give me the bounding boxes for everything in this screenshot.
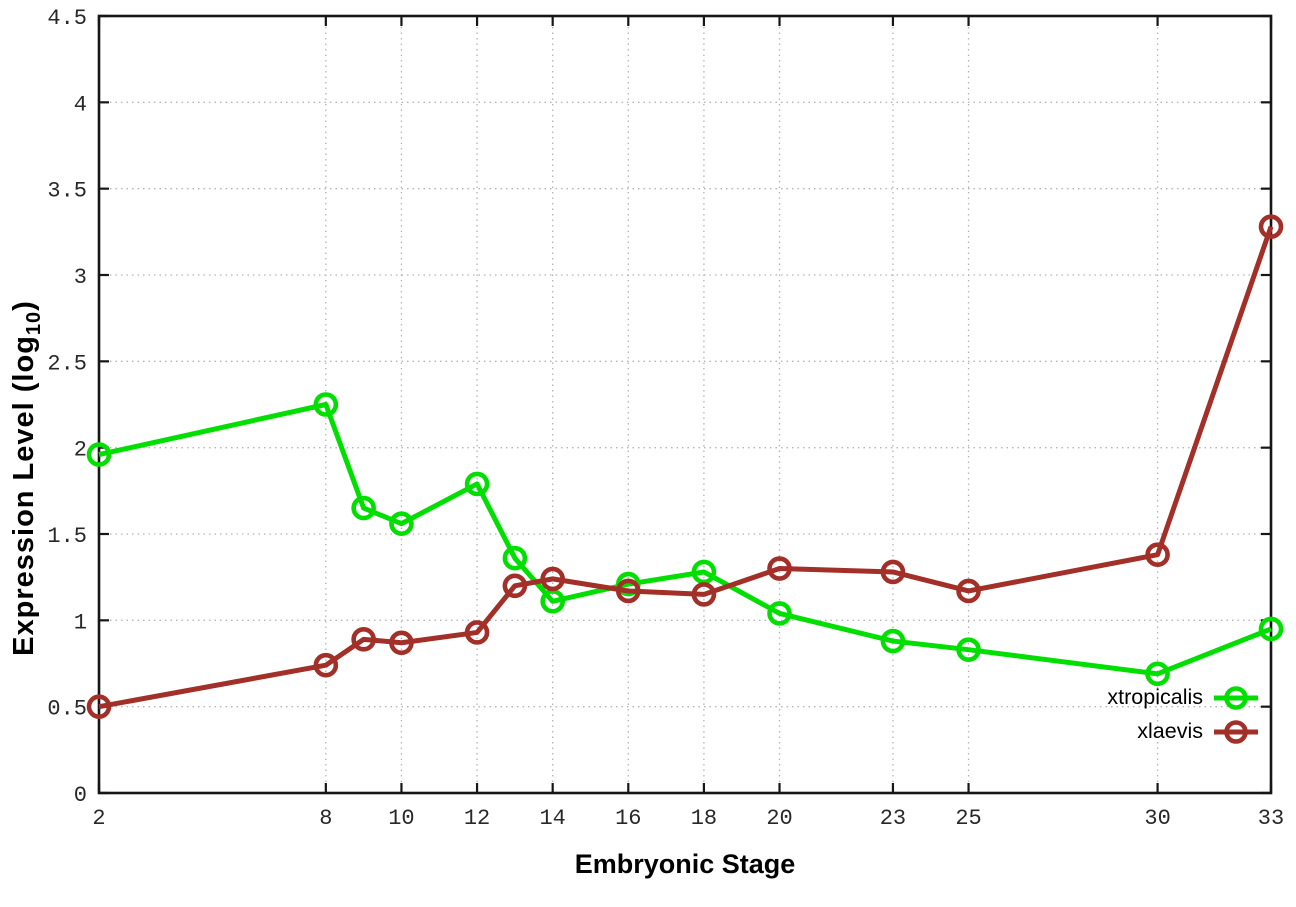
data-point-xtropicalis xyxy=(86,442,112,467)
x-tick-label: 14 xyxy=(539,806,565,831)
data-point-xlaevis xyxy=(464,620,490,645)
legend-marker-xtropicalis xyxy=(1214,685,1258,710)
plot-border xyxy=(97,14,1273,795)
legend-item-xtropicalis: xtropicalis xyxy=(1107,682,1260,713)
y-tick-label: 3.5 xyxy=(47,179,87,204)
data-point-xlaevis xyxy=(351,627,376,652)
y-axis-title-text: Expression Level (log xyxy=(8,335,41,656)
x-axis-title: Embryonic Stage xyxy=(574,849,796,879)
series-line-xlaevis xyxy=(98,225,1274,710)
x-tick-label: 16 xyxy=(615,806,641,831)
x-tick-label: 23 xyxy=(880,806,906,831)
data-point-xtropicalis xyxy=(880,628,906,654)
y-axis-title-subscript: 10 xyxy=(22,310,45,336)
legend-marker-xlaevis xyxy=(1214,719,1258,744)
x-tick-label: 8 xyxy=(319,806,332,831)
y-tick-label: 3 xyxy=(74,265,87,290)
y-tick-label: 0.5 xyxy=(47,697,87,722)
data-point-xtropicalis xyxy=(313,392,339,417)
legend-item-xlaevis: xlaevis xyxy=(1137,716,1260,747)
data-point-xtropicalis xyxy=(502,545,528,571)
data-point-xtropicalis xyxy=(691,559,717,585)
data-point-xlaevis xyxy=(956,578,981,604)
y-tick-label: 4.5 xyxy=(47,6,87,31)
y-axis-title: Expression Level (log10) xyxy=(8,300,46,656)
data-point-xlaevis xyxy=(86,694,112,719)
y-tick-label: 2.5 xyxy=(47,351,87,376)
data-point-xlaevis xyxy=(540,566,565,592)
data-point-xtropicalis xyxy=(1145,661,1170,687)
data-point-xlaevis xyxy=(767,556,792,581)
data-point-xlaevis xyxy=(691,582,717,607)
data-point-xlaevis xyxy=(1145,542,1170,568)
data-point-xtropicalis xyxy=(464,471,490,497)
x-tick-label: 18 xyxy=(691,806,717,831)
series-line-xtropicalis xyxy=(98,402,1272,677)
data-point-xlaevis xyxy=(313,652,339,678)
y-tick-label: 1 xyxy=(74,610,87,635)
x-tick-label: 30 xyxy=(1144,806,1170,831)
x-tick-label: 20 xyxy=(766,806,792,831)
data-point-xtropicalis xyxy=(351,495,376,521)
data-point-xtropicalis xyxy=(540,589,565,614)
y-axis-title-close: ) xyxy=(8,300,41,311)
x-tick-label: 33 xyxy=(1258,806,1284,831)
x-tick-label: 2 xyxy=(92,806,105,831)
y-tick-label: 2 xyxy=(74,438,87,463)
data-point-xtropicalis xyxy=(956,637,981,662)
x-tick-label: 10 xyxy=(388,806,414,831)
data-point-xtropicalis xyxy=(767,601,792,626)
data-point-xlaevis xyxy=(880,559,906,585)
y-tick-label: 0 xyxy=(74,783,87,808)
x-tick-label: 25 xyxy=(955,806,981,831)
data-point-xlaevis xyxy=(615,578,641,604)
y-tick-label: 4 xyxy=(74,92,87,117)
data-point-xlaevis xyxy=(389,630,414,656)
data-point-xtropicalis xyxy=(1258,616,1284,642)
data-point-xlaevis xyxy=(502,573,528,599)
y-tick-label: 1.5 xyxy=(47,524,87,549)
legend-label-xtropicalis: xtropicalis xyxy=(1107,685,1203,709)
x-tick-label: 12 xyxy=(464,806,490,831)
legend: xtropicalis xlaevis xyxy=(1107,682,1260,747)
data-point-xtropicalis xyxy=(389,511,414,536)
data-point-xlaevis xyxy=(1258,214,1284,239)
legend-label-xlaevis: xlaevis xyxy=(1137,719,1203,743)
